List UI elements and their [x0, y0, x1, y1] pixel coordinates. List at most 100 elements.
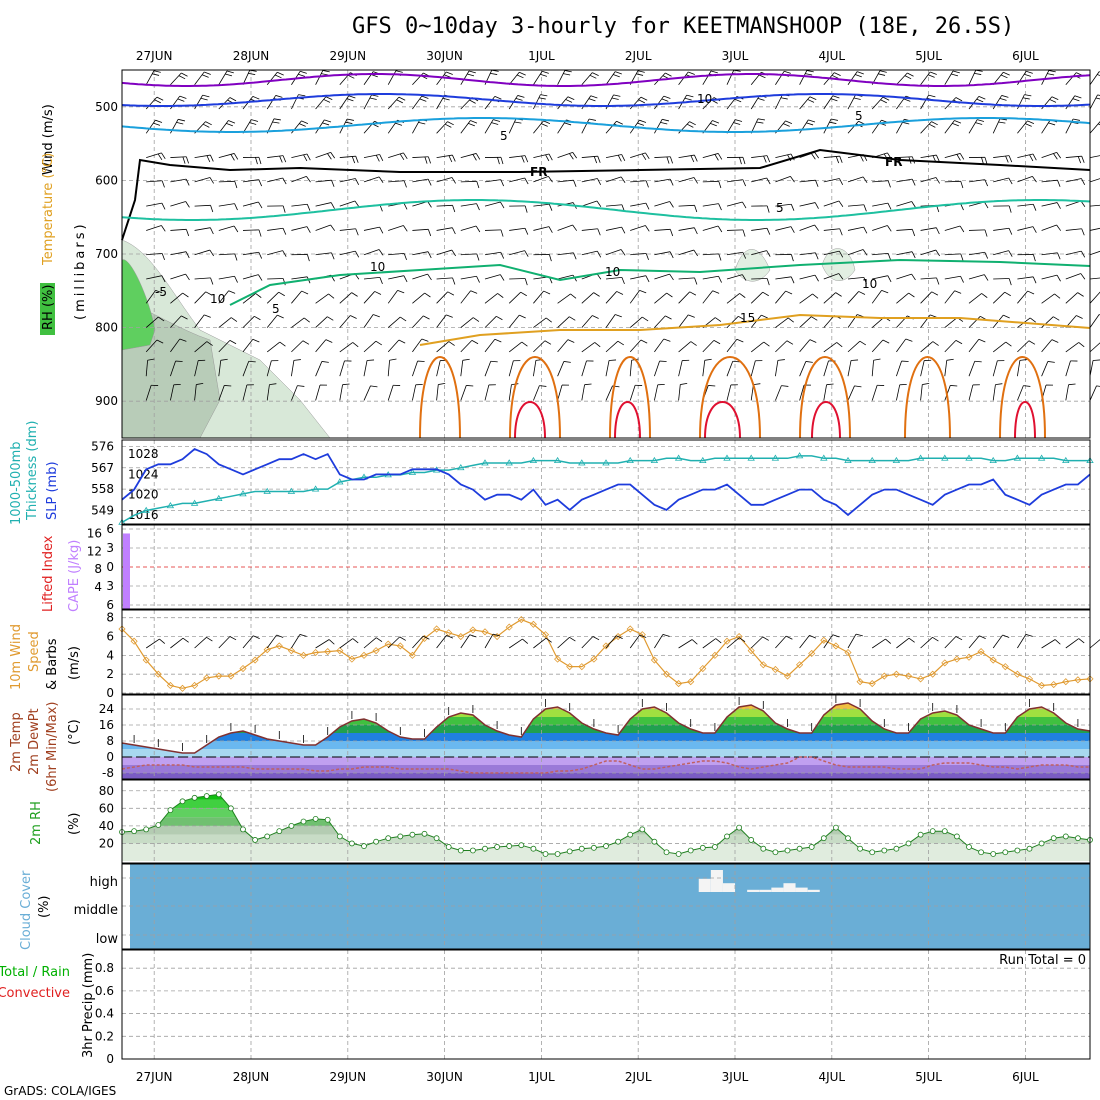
wind-barb-flag — [984, 252, 989, 259]
wind-barb-flag — [640, 339, 648, 344]
wind-barb-flag — [621, 277, 625, 285]
wind-barb-flag — [783, 123, 790, 127]
wind-barb — [557, 179, 574, 183]
wind-barb-flag — [645, 180, 649, 188]
wind-barb-flag — [519, 71, 526, 76]
wind-barb-flag — [161, 253, 165, 261]
wind-barb — [654, 95, 665, 110]
wind-barb — [847, 71, 858, 85]
wind-barb-flag — [427, 156, 431, 164]
temp-tick-label: 0 — [106, 750, 114, 764]
wind-barb-flag — [1027, 120, 1035, 125]
thickness-point — [408, 468, 417, 475]
wind-barb-flag — [785, 635, 793, 640]
wind-speed-point — [614, 632, 622, 641]
wind-barb — [339, 228, 356, 231]
wind-barb-flag — [325, 339, 333, 343]
wind-barb-flag — [210, 277, 214, 285]
wind-barb-flag — [403, 275, 408, 283]
wind-barb — [1065, 384, 1069, 401]
wind-barb-flag — [1004, 291, 1011, 297]
wind-barb-flag — [159, 638, 166, 644]
wind-barb-flag — [1029, 317, 1036, 323]
wind-barb — [1041, 639, 1056, 649]
wind-barb — [339, 384, 343, 401]
wind-barb — [629, 339, 642, 353]
wind-barb-flag — [1027, 290, 1035, 295]
rh-point — [578, 845, 585, 852]
wind-barb — [484, 96, 496, 110]
wind-barb-flag — [185, 273, 190, 281]
wind-barb-flag — [277, 71, 284, 76]
rh-point — [482, 845, 488, 852]
wind-barb-flag — [446, 314, 453, 318]
wind-barb-flag — [452, 205, 456, 213]
wind-barb — [630, 252, 647, 256]
wind-barb — [823, 95, 834, 110]
thickness-point — [868, 456, 876, 464]
wind-barb-flag — [715, 638, 722, 644]
wind-barb-flag — [447, 291, 455, 296]
wind-barb-flag — [421, 95, 429, 99]
wind-barb — [871, 96, 884, 110]
wind-barb — [508, 638, 523, 649]
wind-barb — [242, 70, 251, 85]
wind-barb — [1065, 155, 1082, 158]
date-axis-top: 27JUN 28JUN 29JUN 30JUN 1JUL 2JUL 3JUL 4JUL 5JUL… — [136, 49, 1039, 63]
wind-barb-flag — [376, 637, 383, 643]
wind-barb-flag — [395, 70, 403, 73]
wind-barb-flag — [669, 229, 674, 237]
wind-barb — [775, 340, 788, 353]
wind-barb-flag — [185, 251, 190, 259]
wind-barb-flag — [204, 314, 211, 318]
wind-barb — [726, 339, 738, 353]
wind-speed-point — [759, 661, 767, 669]
wind-barb — [678, 639, 693, 649]
wind-barb — [872, 275, 888, 280]
temp-band — [122, 709, 1090, 717]
axis-label-millibars: (millibars) — [73, 221, 88, 320]
contour-label: 5 — [776, 201, 784, 215]
wind-barb-flag — [665, 315, 672, 320]
slp-tick-label: 1020 — [128, 488, 159, 502]
wind-barb — [944, 253, 961, 256]
freezing-level-line — [121, 148, 1091, 241]
rh-point — [881, 847, 888, 854]
wind-barb — [920, 154, 937, 158]
wind-barb-flag — [272, 121, 280, 124]
wind-barb — [992, 634, 1003, 649]
wind-barb — [630, 275, 646, 280]
wind-barb-flag — [1005, 341, 1012, 347]
wind-barb-flag — [427, 229, 432, 237]
wind-barb — [823, 155, 840, 158]
wind-barb — [750, 636, 763, 649]
wind-speed-point — [638, 631, 646, 639]
wind-barb-flag — [490, 360, 498, 363]
wind-barb — [847, 340, 861, 353]
thickness-series-line — [121, 455, 1090, 524]
thickness-point — [311, 485, 320, 492]
wind-barb-flag — [811, 316, 818, 321]
wind-barb-flag — [858, 291, 866, 295]
wind-barb-flag — [835, 156, 840, 164]
wind-speed-point — [215, 672, 223, 680]
wind-barb — [823, 292, 836, 304]
wind-speed-point — [965, 653, 973, 661]
wind-barb-flag — [573, 180, 577, 187]
wind-barb — [799, 361, 807, 377]
rh-point — [312, 815, 319, 822]
wind-barb-flag — [1093, 359, 1100, 361]
wind-barb-flag — [327, 153, 332, 160]
wind-barb-flag — [325, 96, 333, 101]
wind-barb — [992, 291, 1005, 304]
wind-barb-flag — [321, 73, 329, 76]
wind-barb-flag — [978, 338, 986, 343]
wind-barb — [1017, 226, 1034, 231]
wind-barb-flag — [936, 154, 940, 162]
wind-barb — [315, 384, 321, 401]
wind-speed-point — [433, 625, 441, 633]
wind-speed-point — [723, 637, 731, 645]
wind-barb-flag — [490, 73, 498, 75]
cape-tick-label: 8 — [94, 562, 102, 576]
